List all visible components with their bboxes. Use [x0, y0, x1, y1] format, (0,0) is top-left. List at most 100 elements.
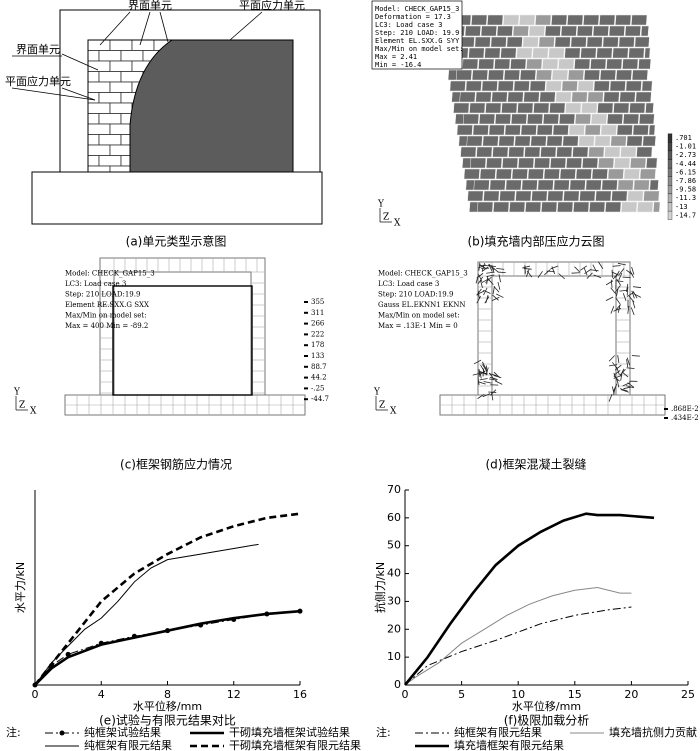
brick — [577, 80, 594, 92]
line — [497, 271, 506, 274]
brick — [526, 58, 543, 70]
series-line — [34, 543, 259, 686]
line — [630, 307, 635, 316]
line — [61, 53, 99, 71]
legend-label: -6.15 — [675, 168, 696, 176]
line — [494, 380, 503, 385]
brick — [622, 58, 639, 70]
brick — [503, 14, 520, 26]
line — [615, 297, 621, 305]
line — [526, 270, 533, 278]
brick — [539, 91, 556, 103]
legend-label: 88.7 — [311, 363, 327, 371]
line — [229, 11, 263, 41]
line — [617, 354, 620, 363]
line — [619, 289, 628, 292]
brick — [500, 47, 517, 59]
caption: (e)试验与有限元结果对比 — [99, 713, 236, 728]
line — [481, 278, 490, 283]
line — [613, 372, 618, 381]
brick — [519, 14, 536, 26]
brick — [653, 201, 661, 213]
line — [619, 388, 628, 392]
line — [493, 286, 500, 293]
brick — [606, 113, 624, 125]
info-text: Step: 210 LOAD:19.9 — [65, 290, 140, 298]
brick — [625, 80, 642, 92]
brick — [606, 58, 623, 70]
line — [498, 274, 501, 283]
brick — [499, 190, 516, 202]
brick — [565, 157, 583, 169]
line — [486, 276, 489, 285]
info-text: Max = .13E-1 Min = 0 — [378, 322, 458, 330]
info-text: Model: CHECK_GAP15_3 — [65, 269, 155, 277]
line — [629, 270, 635, 278]
line — [473, 359, 482, 365]
brick — [612, 47, 629, 59]
brick — [549, 102, 566, 114]
brick — [530, 135, 547, 147]
line — [574, 266, 581, 273]
brick — [503, 69, 521, 81]
line — [613, 308, 622, 312]
line — [593, 274, 602, 279]
brick — [460, 146, 477, 158]
line — [586, 272, 593, 279]
line — [616, 278, 622, 286]
x-axis-label: 水平位移/mm — [512, 699, 581, 713]
brick — [533, 102, 550, 114]
brick — [501, 102, 518, 114]
x-tick-label: 16 — [293, 688, 307, 701]
line — [622, 382, 631, 387]
brick — [98, 92, 122, 104]
y-axis-label: 抗侧力/kN — [373, 562, 387, 613]
line — [621, 371, 629, 378]
info-text: Element RE.SXX.G SXX — [65, 301, 149, 309]
line — [544, 269, 551, 276]
brick — [474, 36, 491, 48]
brick — [109, 144, 133, 156]
legend-label: .701 — [675, 134, 692, 142]
brick — [517, 157, 535, 169]
line — [627, 305, 630, 314]
brick — [548, 47, 565, 59]
brick — [585, 179, 602, 191]
line — [496, 293, 504, 298]
line — [476, 295, 481, 304]
brick — [592, 25, 610, 37]
caption: (b)填充墙内部压应力云图 — [468, 234, 605, 249]
brick — [649, 179, 659, 191]
line — [483, 289, 491, 294]
brick — [558, 113, 576, 125]
line — [621, 389, 629, 393]
line — [612, 362, 618, 369]
brick — [604, 146, 621, 158]
brick — [622, 113, 640, 125]
brick — [615, 14, 632, 26]
brick — [520, 124, 537, 136]
y-axis-label: 水平力/kN — [14, 562, 27, 613]
line — [476, 288, 482, 296]
y-tick-label: 70 — [387, 483, 401, 496]
brick — [593, 80, 610, 92]
brick — [601, 179, 618, 191]
brick — [88, 123, 111, 135]
brick — [617, 179, 634, 191]
legend-label: -9.58 — [675, 186, 696, 194]
brick — [480, 25, 498, 37]
legend-swatch — [667, 133, 673, 143]
x-tick-label: 20 — [624, 688, 638, 701]
info-text: Max = 400 Min = -89.2 — [65, 322, 148, 330]
brick — [562, 135, 579, 147]
brick — [487, 14, 504, 26]
brick — [109, 102, 133, 114]
y-tick-label: 40 — [387, 567, 401, 580]
line — [497, 281, 501, 290]
legend-swatch — [667, 185, 673, 195]
brick — [506, 36, 523, 48]
line — [614, 364, 622, 371]
brick — [559, 168, 576, 180]
line — [615, 280, 624, 282]
brick — [567, 69, 585, 81]
